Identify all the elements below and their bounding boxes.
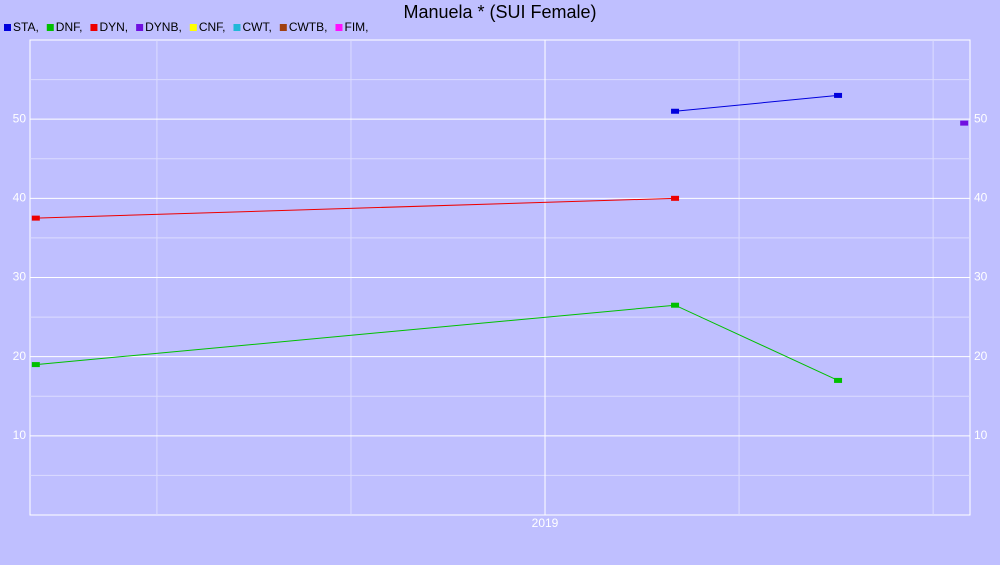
legend-swatch bbox=[279, 24, 287, 31]
y-tick-label: 10 bbox=[13, 428, 27, 442]
y-tick-label: 20 bbox=[13, 349, 27, 363]
legend-label: DNF, bbox=[56, 20, 83, 34]
legend-swatch bbox=[335, 24, 343, 31]
series-line bbox=[674, 94, 839, 112]
legend-swatch bbox=[233, 24, 241, 31]
y-tick-label: 40 bbox=[13, 191, 27, 205]
data-point bbox=[834, 377, 843, 383]
data-point bbox=[834, 92, 843, 98]
y2-tick-label: 50 bbox=[974, 111, 988, 125]
data-point bbox=[671, 195, 680, 201]
y-tick-label: 30 bbox=[13, 270, 27, 284]
y2-tick-label: 10 bbox=[974, 428, 988, 442]
y-tick-label: 50 bbox=[13, 111, 27, 125]
legend-label: DYN, bbox=[99, 20, 128, 34]
chart-title: Manuela * (SUI Female) bbox=[403, 2, 596, 22]
legend-label: DYNB, bbox=[145, 20, 182, 34]
data-point bbox=[671, 108, 680, 114]
legend-label: STA, bbox=[13, 20, 39, 34]
data-point bbox=[960, 120, 969, 126]
legend-swatch bbox=[136, 24, 144, 31]
legend-swatch bbox=[90, 24, 98, 31]
y2-tick-label: 40 bbox=[974, 191, 988, 205]
series-line bbox=[35, 304, 839, 381]
x-tick-label: 2019 bbox=[532, 516, 559, 530]
legend-label: CWTB, bbox=[289, 20, 328, 34]
legend-swatch bbox=[189, 24, 197, 31]
legend-label: CWT, bbox=[242, 20, 271, 34]
y2-tick-label: 20 bbox=[974, 349, 988, 363]
legend-swatch bbox=[46, 24, 54, 31]
y2-tick-label: 30 bbox=[974, 270, 988, 284]
data-point bbox=[31, 362, 40, 368]
data-point bbox=[31, 215, 40, 221]
legend-swatch bbox=[4, 24, 11, 31]
data-point bbox=[671, 302, 680, 308]
series-line bbox=[35, 197, 676, 219]
legend-label: CNF, bbox=[199, 20, 226, 34]
legend-label: FIM, bbox=[344, 20, 368, 34]
